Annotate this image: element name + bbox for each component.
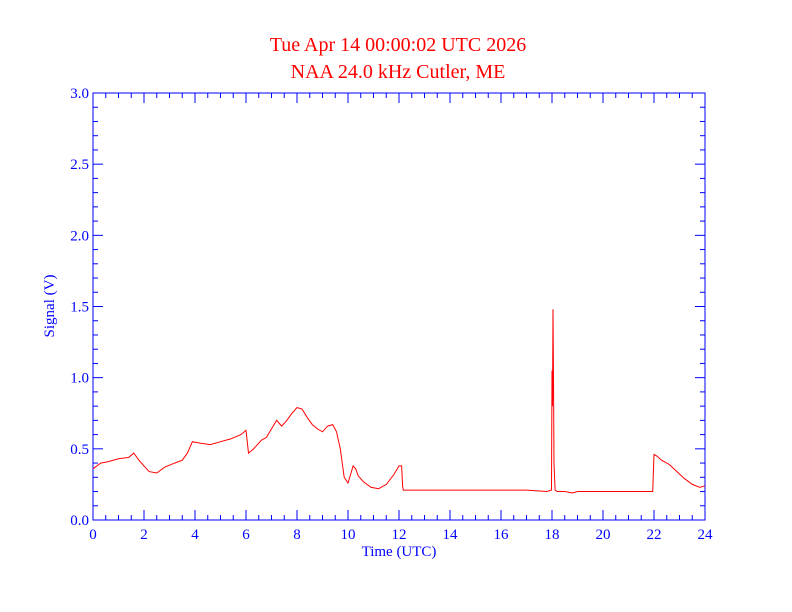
x-tick-label: 10 — [341, 527, 356, 543]
x-tick-label: 0 — [89, 527, 97, 543]
x-tick-label: 18 — [545, 527, 560, 543]
x-tick-label: 24 — [698, 527, 714, 543]
x-tick-label: 8 — [293, 527, 301, 543]
chart-subtitle: NAA 24.0 kHz Cutler, ME — [291, 61, 506, 83]
x-tick-label: 4 — [191, 527, 199, 543]
x-tick-label: 16 — [494, 527, 510, 543]
x-axis: 0 2 4 6 8 10 12 14 16 18 20 22 24 — [89, 93, 713, 543]
x-tick-label: 14 — [443, 527, 459, 543]
y-axis: 0.0 0.5 1.0 1.5 2.0 2.5 3.0 — [70, 86, 705, 529]
y-tick-label: 0.5 — [70, 442, 89, 458]
y-axis-label: Signal (V) — [42, 275, 58, 338]
x-tick-label: 2 — [140, 527, 148, 543]
chart-title: Tue Apr 14 00:00:02 UTC 2026 — [270, 34, 527, 56]
y-tick-label: 1.0 — [70, 371, 89, 387]
y-tick-label: 2.5 — [70, 157, 89, 173]
signal-series-line — [92, 309, 706, 494]
y-tick-label: 0.0 — [70, 513, 89, 529]
y-tick-label: 2.0 — [70, 228, 89, 244]
y-tick-label: 1.5 — [70, 300, 89, 316]
x-tick-label: 12 — [392, 527, 407, 543]
x-axis-label: Time (UTC) — [362, 544, 437, 560]
x-tick-label: 20 — [596, 527, 611, 543]
x-tick-label: 22 — [647, 527, 662, 543]
y-tick-label: 3.0 — [70, 86, 89, 102]
plot-area: 0 2 4 6 8 10 12 14 16 18 20 22 24 0.00.51.01.52.02.5… — [70, 86, 713, 543]
x-tick-label: 6 — [242, 527, 250, 543]
